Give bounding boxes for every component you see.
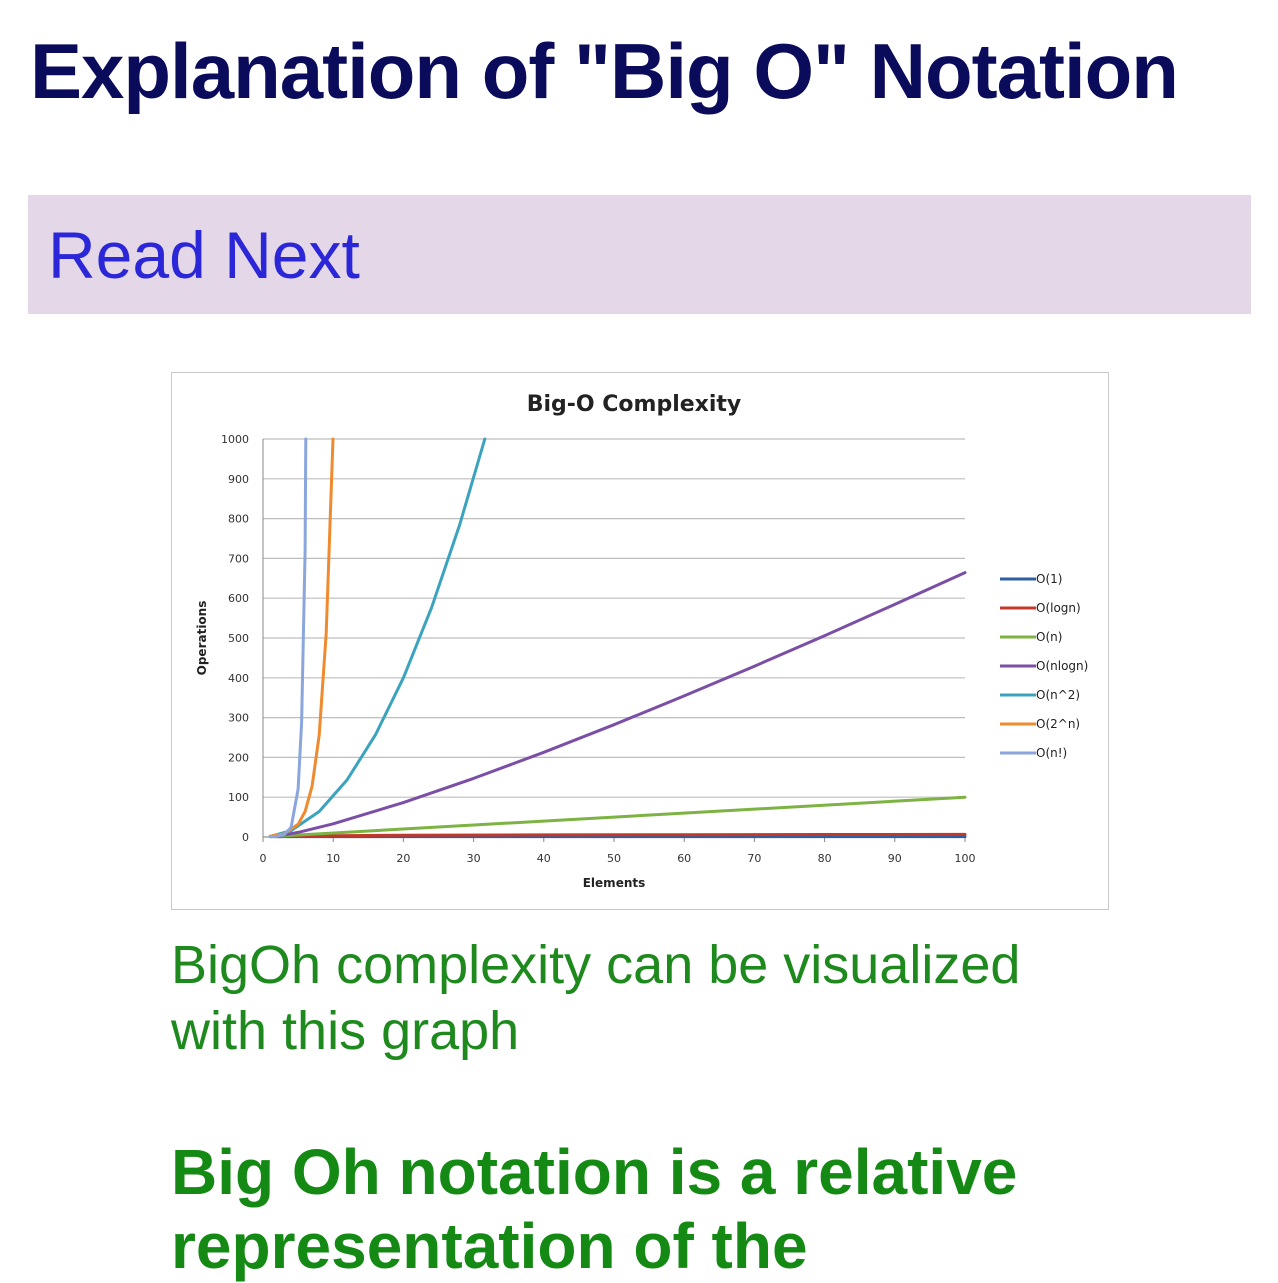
- legend-label-o-n: O(n!): [1036, 746, 1067, 760]
- series-line-o-nlogn: [275, 571, 967, 838]
- series-line-o-logn: [275, 832, 967, 839]
- read-next-banner: Read Next: [28, 195, 1251, 314]
- y-axis-label: Operations: [195, 601, 209, 676]
- x-tick-label: 60: [677, 852, 691, 865]
- chart-gridlines: [263, 438, 965, 838]
- x-tick-label: 10: [326, 852, 340, 865]
- x-tick-label: 50: [607, 852, 621, 865]
- chart-axes: 0 100 200 300 400 500 600 700 800 900 1000 0 10 20 30 4…: [221, 433, 976, 865]
- chart-title: Big-O Complexity: [527, 392, 742, 417]
- y-tick-label: 0: [242, 831, 249, 844]
- big-o-complexity-chart: Big-O Complexity 01002003004005006007008…: [195, 392, 1088, 890]
- x-tick-label: 0: [260, 852, 267, 865]
- y-tick-label: 100: [228, 791, 249, 804]
- legend-label-o-1: O(1): [1036, 572, 1062, 586]
- read-next-link[interactable]: Read Next: [48, 217, 360, 292]
- legend-label-o-nlogn: O(nlogn): [1036, 659, 1088, 673]
- legend-label-o-2-n: O(2^n): [1036, 717, 1080, 731]
- y-tick-label: 700: [228, 552, 249, 565]
- y-tick-label: 1000: [221, 433, 249, 446]
- chart-caption: BigOh complexity can be visualized with …: [171, 935, 1021, 1061]
- x-tick-label: 70: [747, 852, 761, 865]
- x-tick-label: 20: [396, 852, 410, 865]
- series-line-o-n: [268, 437, 308, 839]
- y-tick-label: 800: [228, 513, 249, 526]
- y-tick-label: 200: [228, 751, 249, 764]
- legend-label-o-n-2: O(n^2): [1036, 688, 1080, 702]
- series-line-o-n-2: [268, 437, 487, 839]
- y-tick-label: 600: [228, 592, 249, 605]
- x-tick-label: 100: [955, 852, 976, 865]
- section-subheading: Big Oh notation is a relative representa…: [171, 1136, 1018, 1282]
- x-tick-label: 90: [888, 852, 902, 865]
- x-tick-label: 30: [467, 852, 481, 865]
- x-axis-label: Elements: [583, 876, 646, 890]
- page-title: Explanation of "Big O" Notation: [30, 27, 1179, 115]
- chart-legend: O(1) O(logn) O(n) O(nlogn) O(n^2) O(2^n) O(n!): [1000, 572, 1088, 760]
- y-tick-label: 300: [228, 712, 249, 725]
- y-tick-label: 400: [228, 672, 249, 685]
- y-tick-label: 500: [228, 632, 249, 645]
- chart-series: [268, 437, 967, 839]
- legend-label-o-logn: O(logn): [1036, 601, 1081, 615]
- x-tick-label: 80: [818, 852, 832, 865]
- big-o-chart-figure: Big-O Complexity 0 100 200 300 400 500 600 700 8…: [171, 372, 1109, 910]
- x-tick-label: 40: [537, 852, 551, 865]
- legend-label-o-n: O(n): [1036, 630, 1062, 644]
- y-tick-label: 900: [228, 473, 249, 486]
- series-line-o-n: [268, 795, 967, 839]
